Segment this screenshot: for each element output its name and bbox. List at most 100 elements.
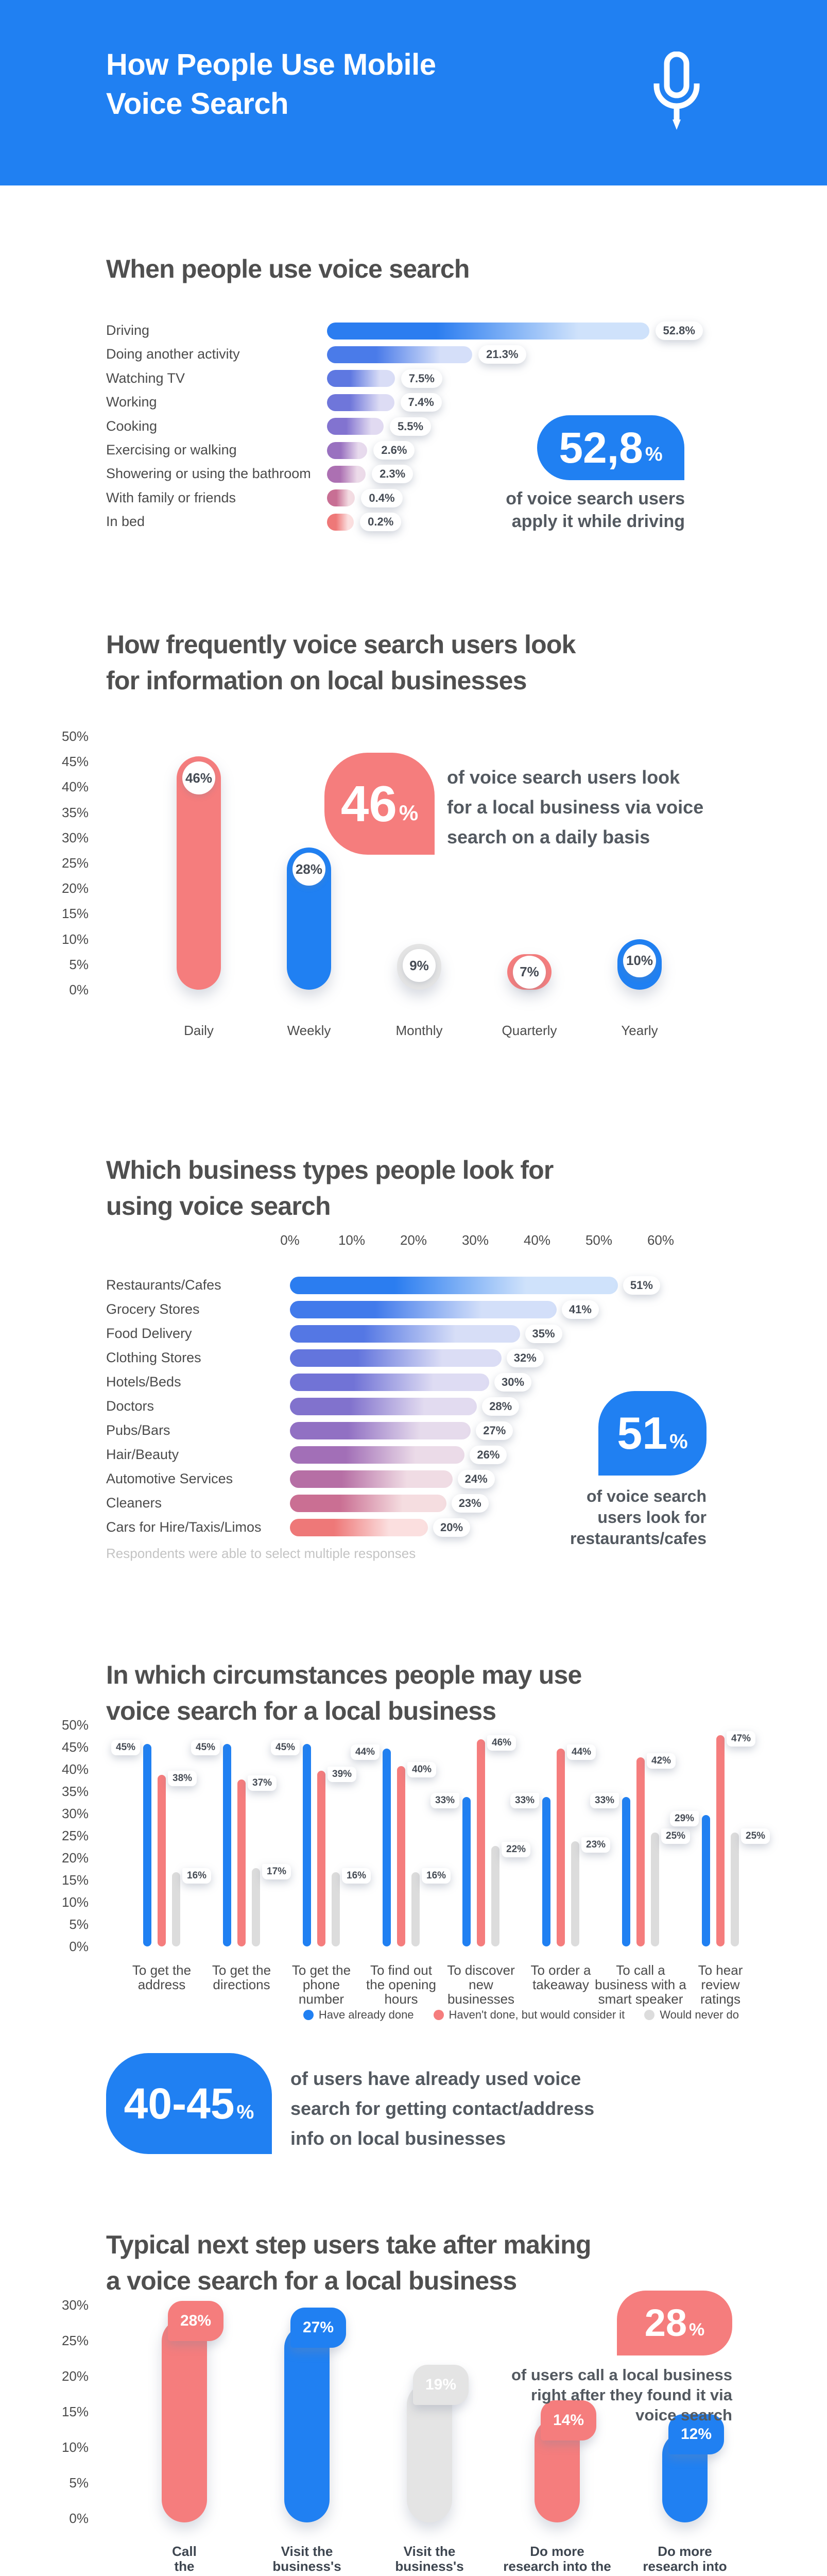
x-category-label: To order a takeaway — [512, 1963, 610, 1992]
page-title: How People Use Mobile — [106, 48, 436, 81]
section5-title: Typical next step users take after makin… — [106, 2230, 591, 2259]
x-category-line: new — [469, 1977, 493, 1992]
section3-title-line2: using voice search — [106, 1192, 331, 1221]
bar — [290, 1470, 453, 1488]
bar — [158, 1775, 166, 1946]
bar-label: Pubs/Bars — [106, 1422, 170, 1438]
callout-text-call: of users call a local business right aft… — [463, 2365, 732, 2425]
bar-label: Food Delivery — [106, 1326, 192, 1341]
bar — [462, 1797, 471, 1946]
value-label: 7.5% — [401, 369, 442, 388]
section2-title: How frequently voice search users look — [106, 630, 576, 659]
x-category-line: phone — [302, 1977, 340, 1992]
legend-label: Have already done — [318, 2008, 414, 2021]
callout-unit: % — [399, 801, 419, 825]
bar — [162, 2318, 207, 2522]
bar — [290, 1349, 502, 1367]
value-label: 26% — [470, 1446, 507, 1464]
y-tick: 0% — [69, 982, 89, 997]
x-category-line: business's — [395, 2558, 464, 2574]
bar — [223, 1744, 231, 1946]
bar — [290, 1422, 471, 1439]
bar — [397, 1766, 405, 1946]
x-category-line: takeaway — [532, 1977, 589, 1992]
x-category-line: To call a — [616, 1962, 665, 1978]
legend: Have already done Haven't done, but woul… — [290, 2008, 739, 2022]
y-tick: 5% — [69, 956, 89, 972]
value-label: 7.4% — [400, 393, 442, 412]
x-category-line: Do more — [658, 2544, 712, 2559]
y-tick: 10% — [61, 1894, 89, 1910]
bar — [290, 1398, 477, 1415]
callout-line: search for getting contact/address — [290, 2098, 595, 2119]
callout-line: users look for — [597, 1508, 707, 1527]
bar — [327, 418, 384, 435]
y-tick: 50% — [61, 728, 89, 744]
x-category-line: To discover — [447, 1962, 515, 1978]
bar — [290, 1495, 446, 1512]
value-label: 28% — [482, 1397, 520, 1416]
value-label: 37% — [248, 1775, 277, 1791]
x-category-line: business's — [272, 2558, 341, 2574]
callout-text-contact-info: of users have already used voice search … — [290, 2064, 620, 2154]
legend-item: Have already done — [303, 2008, 414, 2022]
bar — [290, 1301, 557, 1318]
bar — [327, 489, 355, 507]
callout-line: of users have already used voice — [290, 2068, 581, 2089]
x-tick: 60% — [647, 1232, 675, 1248]
value-label: 33% — [590, 1793, 619, 1809]
value-label: 7% — [513, 955, 546, 989]
section3-title: Which business types people look for — [106, 1156, 554, 1184]
x-category-line: To get the — [212, 1962, 271, 1978]
value-label: 0.2% — [360, 513, 402, 532]
legend-dot-gray — [644, 2010, 655, 2020]
x-category-line: business — [123, 2574, 246, 2576]
y-tick: 30% — [61, 1806, 89, 1821]
value-label: 47% — [727, 1731, 756, 1747]
bar — [290, 1325, 520, 1343]
bar — [290, 1374, 489, 1391]
bar — [290, 1446, 465, 1464]
legend-label: Would never do — [660, 2008, 739, 2021]
y-tick: 20% — [61, 2368, 89, 2384]
x-tick: 10% — [338, 1232, 366, 1248]
x-category-line: website — [245, 2574, 369, 2576]
bar — [317, 1770, 325, 1946]
section4-title: In which circumstances people may use — [106, 1660, 582, 1689]
bar — [731, 1833, 739, 1946]
value-label: 30% — [494, 1373, 532, 1392]
bar — [557, 1748, 565, 1946]
callout-value: 51 — [617, 1408, 668, 1459]
value-label: 23% — [451, 1494, 489, 1513]
section2-title-line2: for information on local businesses — [106, 666, 527, 695]
x-category-line: ratings — [700, 1991, 741, 2007]
x-category-line: other business — [623, 2574, 747, 2576]
x-category-line: review — [701, 1977, 740, 1992]
y-tick: 40% — [61, 779, 89, 795]
legend-dot-red — [433, 2010, 444, 2020]
value-label: 44% — [351, 1744, 380, 1760]
y-tick: 10% — [61, 2439, 89, 2455]
value-label: 12% — [668, 2414, 724, 2455]
bar — [327, 370, 395, 387]
value-label: 2.6% — [373, 441, 415, 460]
page-title-line2: Voice Search — [106, 87, 289, 121]
y-tick: 15% — [61, 2404, 89, 2419]
legend-dot-blue — [303, 2010, 314, 2020]
bar — [290, 1277, 618, 1294]
x-category-label: Weekly — [287, 1023, 331, 1038]
value-label: 44% — [567, 1744, 596, 1760]
callout-text-restaurants: of voice search users look for restauran… — [449, 1486, 707, 1549]
x-category-line: To get the — [291, 1962, 351, 1978]
value-label: 41% — [561, 1300, 599, 1319]
value-label: 0.4% — [361, 488, 403, 507]
legend-item: Haven't done, but would consider it — [433, 2008, 625, 2022]
bar — [327, 322, 649, 340]
x-category-line: research into — [643, 2558, 727, 2574]
bar-label: Automotive Services — [106, 1471, 233, 1486]
value-label: 45% — [111, 1740, 141, 1755]
y-tick: 15% — [61, 1872, 89, 1888]
